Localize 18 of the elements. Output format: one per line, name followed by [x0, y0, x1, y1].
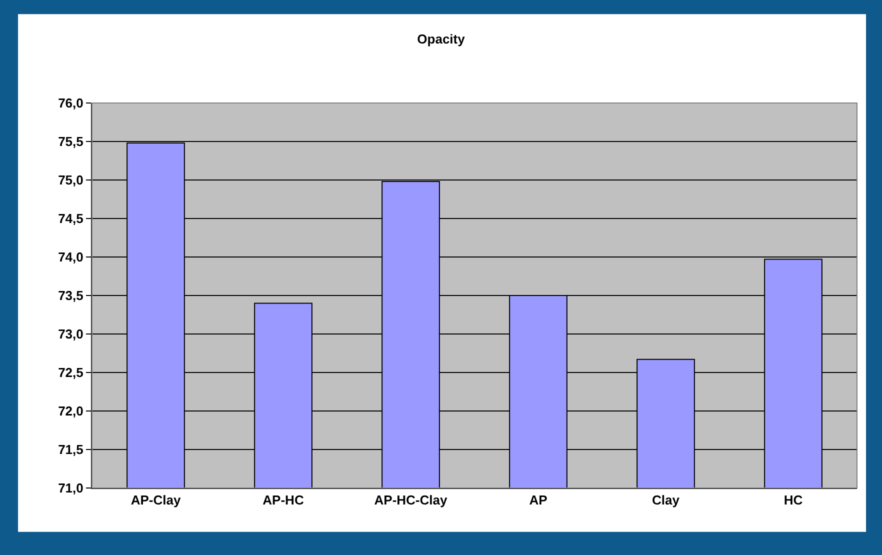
x-tick-label: HC	[784, 492, 804, 508]
y-tick-label: 71,5	[58, 442, 84, 458]
y-tick-label: 71,0	[58, 480, 84, 496]
y-tick-label: 73,5	[58, 288, 84, 304]
x-tick-label: AP-HC-Clay	[374, 492, 448, 508]
y-tick-label: 72,0	[58, 404, 84, 419]
x-tick-label: Clay	[652, 492, 680, 508]
y-tick-label: 74,5	[58, 211, 84, 226]
y-tick-label: 72,5	[58, 365, 84, 380]
x-tick-label: AP-Clay	[130, 492, 182, 508]
x-tick-label: AP	[529, 492, 548, 508]
y-tick-label: 73,0	[58, 326, 84, 342]
y-tick-label: 75,0	[58, 172, 84, 188]
y-tick-label: 74,0	[58, 250, 84, 265]
chart-title: Opacity	[417, 31, 466, 46]
y-tick-label: 76,0	[58, 96, 84, 111]
x-tick-label: AP-HC	[262, 492, 304, 508]
y-tick-label: 75,5	[58, 134, 84, 150]
